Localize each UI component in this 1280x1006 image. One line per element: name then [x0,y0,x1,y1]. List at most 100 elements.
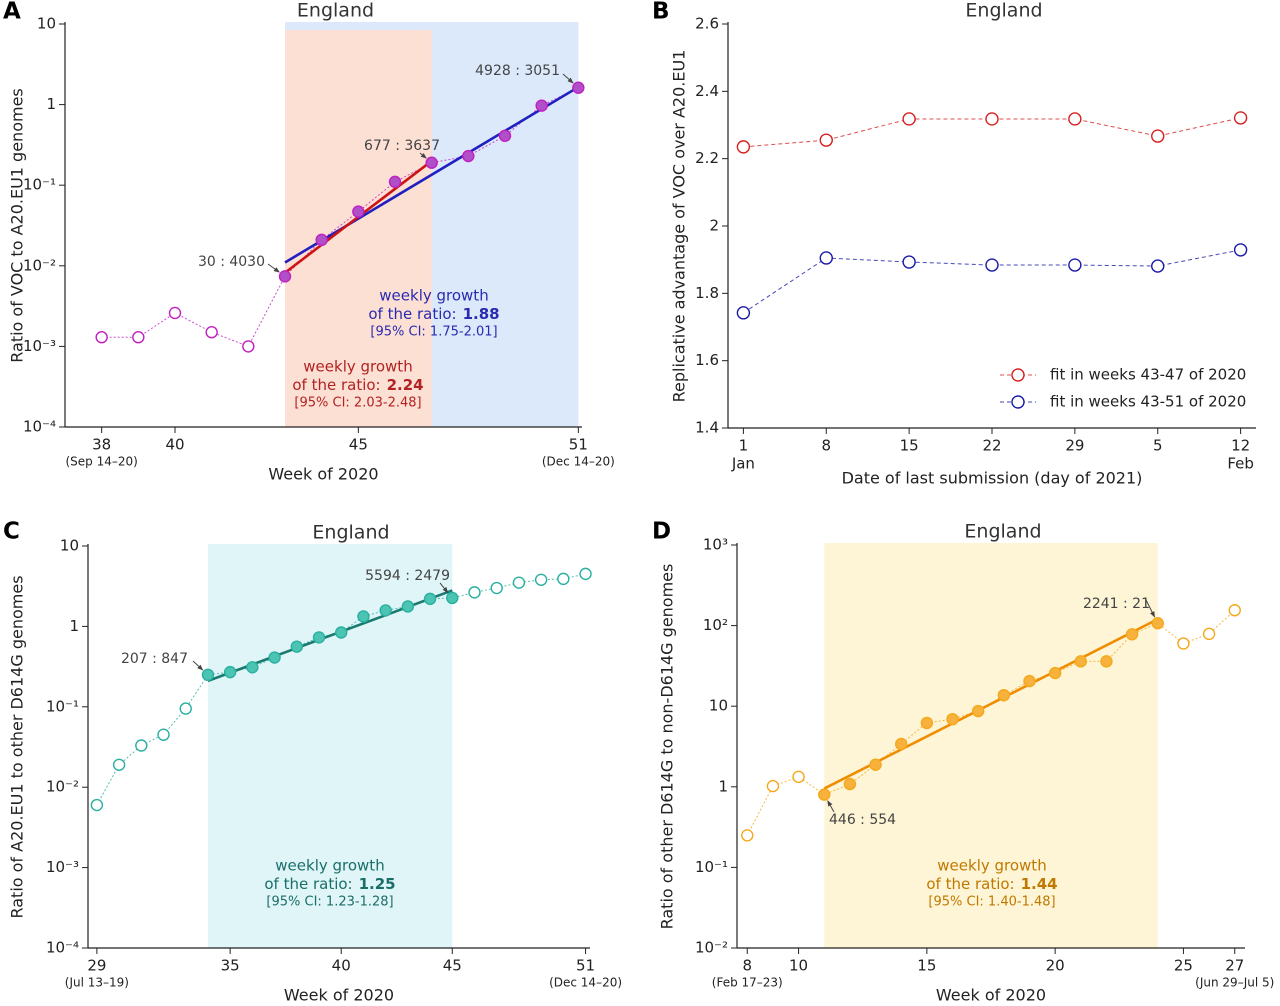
y-tick-label: 10² [703,616,728,634]
annotation-arrow [439,582,449,593]
data-point [534,573,548,586]
data-point [290,640,303,653]
y-tick-label: 10⁻⁴ [46,939,79,957]
annotation-arrow [1144,597,1156,618]
data-point [335,626,348,639]
x-tick-note: (Dec 14–20) [542,455,615,469]
growth-value: 1.88 [463,305,500,323]
data-point [579,567,592,581]
data-point [819,251,833,265]
x-tick-label: 51 [569,436,588,454]
data-point [1068,258,1082,272]
data-point [1074,655,1087,668]
data-point [971,704,985,718]
data-point [741,829,754,842]
annotation: 446 : 554 [829,812,896,828]
y-tick-label: 1.6 [695,351,719,369]
x-tick-label: 45 [443,957,462,975]
data-point [315,233,328,247]
annotation: 207 : 847 [121,651,188,667]
x-tick-label: 45 [349,436,368,454]
growth-value: 2.24 [387,376,424,394]
data-point [446,591,459,605]
data-point [246,661,259,674]
data-point [512,576,526,589]
y-tick-label: 10⁻² [695,939,728,957]
growth-label: of the ratio: 2.24 [292,376,423,394]
y-tick-label: 10 [37,15,56,33]
data-point [95,331,108,344]
growth-ci: [95% CI: 1.23-1.28] [266,895,393,910]
growth-label: weekly growth [379,287,488,305]
data-point [1125,628,1139,641]
data-point [268,651,281,664]
y-tick-label: 1 [718,777,728,795]
y-tick-label: 10⁻³ [46,858,79,876]
y-tick-label: 1.4 [695,419,719,437]
x-axis-label: Week of 2020 [936,986,1046,1005]
data-point [535,99,548,112]
data-point [1151,617,1164,630]
panel-letter: C [3,519,20,545]
data-point [425,156,438,169]
data-point [179,702,192,715]
annotation-arrow [562,73,574,84]
data-point [498,129,512,143]
legend-marker [1011,395,1025,409]
data-point [379,604,392,617]
chart-title: England [965,0,1042,22]
data-point [468,586,481,599]
data-point [157,728,170,741]
x-axis-label: Week of 2020 [284,986,394,1005]
growth-label: weekly growth [937,857,1046,875]
fit-line [284,85,580,264]
x-tick-label: 29 [87,957,106,975]
data-point [205,326,218,339]
data-point [985,258,999,272]
fit-window [824,543,1158,948]
x-tick-label: 27 [1225,957,1244,975]
annotation-arrow [267,263,280,273]
x-tick-note: (Jul 13–19) [65,976,129,990]
data-point [997,688,1011,702]
x-tick-label: 10 [789,957,808,975]
y-tick-label: 2.6 [695,15,719,33]
data-point [902,112,916,126]
growth-label: of the ratio: 1.25 [264,875,395,893]
x-tick-note: (Feb 17–23) [712,976,783,990]
chart-title: England [297,0,374,22]
y-tick-label: 1.8 [695,284,719,302]
panel-letter: D [652,519,671,545]
data-point [357,610,370,623]
x-tick-note: (Sep 14–20) [65,455,137,469]
x-tick-note: (Dec 14–20) [549,976,622,990]
data-point [490,581,503,595]
data-point [736,140,751,154]
data-point [278,270,292,283]
x-tick-label: 8 [742,957,752,975]
growth-text: of the ratio: [264,875,352,893]
y-tick-label: 10⁻² [23,256,56,274]
data-point [843,777,857,791]
y-tick-label: 10 [60,537,79,555]
y-tick-label: 10⁻¹ [23,176,56,194]
panel-letter: B [652,0,670,25]
growth-label: weekly growth [303,358,412,376]
annotation-arrow [192,660,204,671]
data-point [1177,637,1190,650]
growth-ci: [95% CI: 1.40-1.48] [928,895,1055,910]
data-point [90,798,104,812]
legend-label: fit in weeks 43-51 of 2020 [1050,393,1246,411]
chart-title: England [964,521,1041,543]
x-axis-label: Date of last submission (day of 2021) [842,469,1143,488]
legend-label: fit in weeks 43-47 of 2020 [1050,366,1246,384]
y-axis-label: Ratio of A20.EU1 to other D614G genomes [8,575,27,918]
y-axis-label: Ratio of other D614G to non-D614G genome… [658,564,677,930]
data-point [388,175,402,189]
data-point [201,668,215,682]
x-tick-note: Feb [1227,455,1254,473]
x-tick-note: (Jun 29–Jul 5) [1195,976,1274,990]
data-point [423,592,437,606]
y-tick-label: 10⁻¹ [695,858,728,876]
